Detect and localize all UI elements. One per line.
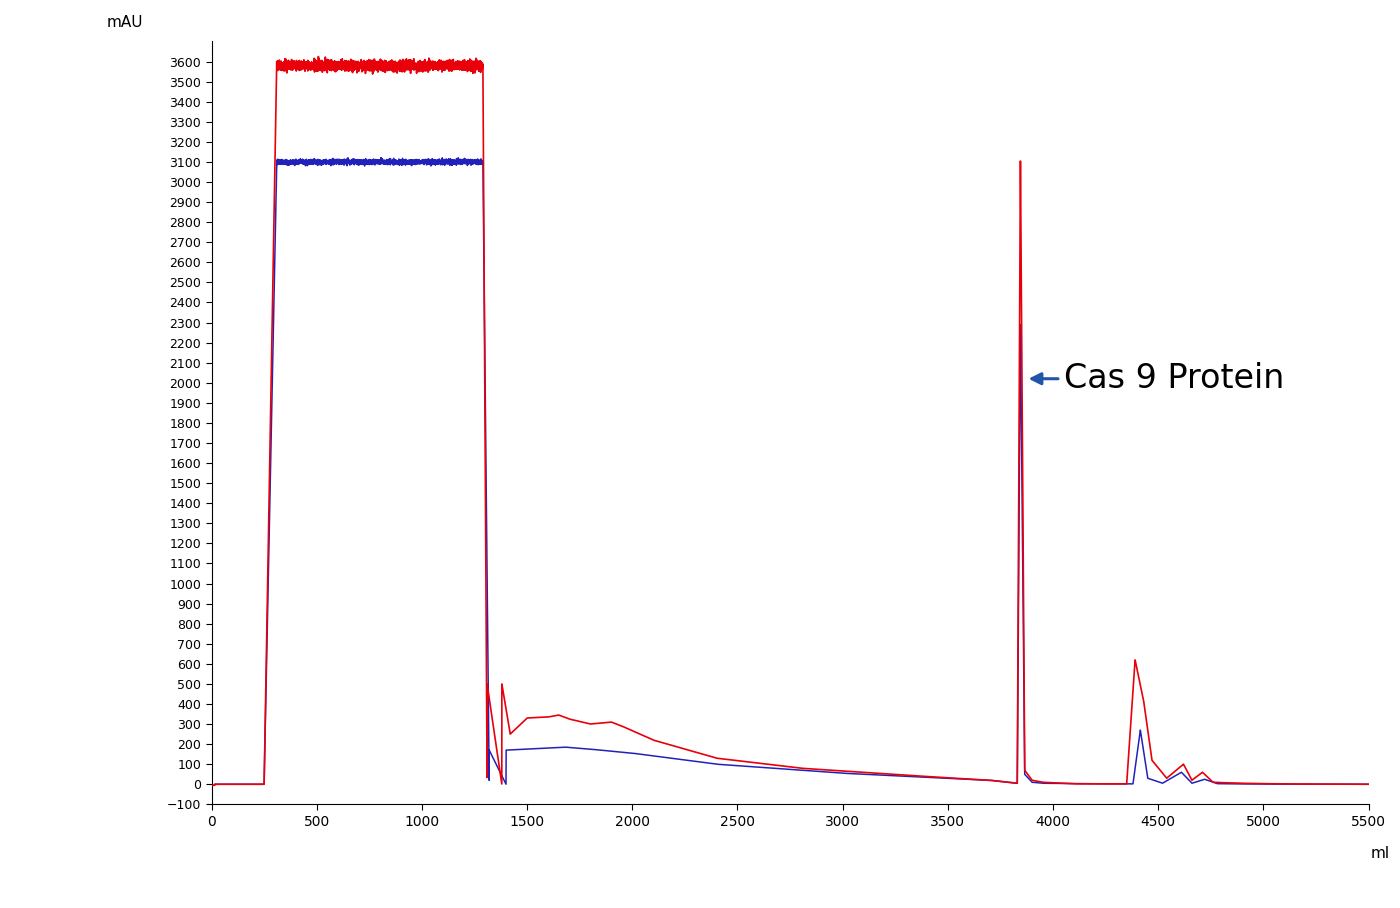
X-axis label: ml: ml — [1371, 846, 1390, 862]
Text: Cas 9 Protein: Cas 9 Protein — [1032, 362, 1284, 395]
Y-axis label: mAU: mAU — [106, 15, 143, 30]
